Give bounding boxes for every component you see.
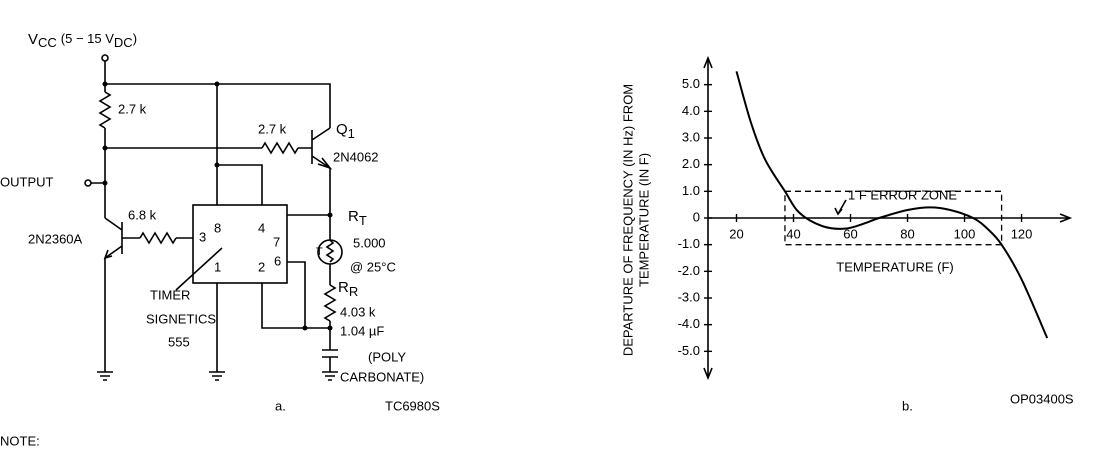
- x-tick-label: 60: [843, 226, 857, 241]
- rt-condition: @ 25°C: [350, 259, 396, 274]
- output-label: OUTPUT: [0, 174, 54, 189]
- y-tick-label: -5.0: [678, 343, 700, 358]
- x-tick-label: 80: [900, 226, 914, 241]
- y-axis-label: DEPARTURE OF FREQUENCY (IN Hz) FROM: [620, 84, 635, 356]
- resistor-label: 2.7 k: [258, 121, 287, 136]
- timer-label: SIGNETICS: [146, 311, 216, 326]
- y-tick-label: -2.0: [678, 263, 700, 278]
- grounds: [97, 371, 338, 381]
- y-tick-label: 5.0: [682, 76, 700, 91]
- junctions: [102, 81, 333, 331]
- figure-code: OP03400S: [1010, 391, 1074, 406]
- pin-label: 3: [199, 229, 206, 244]
- resistor: [139, 231, 177, 245]
- x-axis: [708, 213, 1073, 223]
- y-axis-label: TEMPERATURE (IN F): [636, 153, 651, 287]
- chart: 5.0 4.0 3.0 2.0 1.0 0 -1.0 -2.0 -3.0 -4.0 -5.0 20 40…: [620, 55, 1074, 413]
- timer-label: TIMER: [150, 287, 190, 302]
- pin-label: 8: [214, 220, 221, 235]
- rt-value: 5.000: [353, 235, 386, 250]
- transistor-label: Q1: [336, 121, 355, 141]
- transistor: [311, 127, 333, 170]
- resistor-label: 2.7 k: [118, 101, 147, 116]
- curve: [735, 71, 1049, 339]
- pin-label: 4: [258, 220, 265, 235]
- y-tick-label: -1.0: [678, 236, 700, 251]
- y-tick-label: 4.0: [682, 103, 700, 118]
- capacitor-type: CARBONATE): [340, 369, 424, 384]
- x-axis-label: TEMPERATURE (F): [836, 259, 953, 274]
- transistor-part: 2N2360A: [28, 231, 83, 246]
- pin-label: 6: [274, 253, 281, 268]
- y-tick-label: -4.0: [678, 316, 700, 331]
- figure-code: TC6980S: [385, 398, 440, 413]
- supply-label: VCC (5 − 15 VDC): [28, 31, 137, 50]
- caption: a.: [275, 398, 286, 413]
- resistor-label: 6.8 k: [128, 207, 157, 222]
- resistor: [261, 141, 299, 155]
- capacitor-type: (POLY: [368, 349, 406, 364]
- output-terminal: [84, 179, 92, 187]
- circuit: VCC (5 − 15 VDC) 2.7 k 2.7 k Q1 2N4062 OU…: [0, 31, 440, 448]
- pin-label: 1: [214, 259, 221, 274]
- transistor: [103, 217, 123, 260]
- capacitor: [322, 349, 338, 358]
- y-tick-label: 3.0: [682, 129, 700, 144]
- y-tick-label: 0: [693, 209, 700, 224]
- timer-pointer: [175, 247, 223, 291]
- thermistor-body: [325, 239, 335, 263]
- error-zone: [784, 190, 1003, 246]
- x-tick-label: 40: [786, 226, 800, 241]
- rr-value: 4.03 k: [340, 304, 376, 319]
- resistor: [98, 91, 112, 129]
- rr-label: RR: [338, 279, 358, 299]
- wires: [91, 61, 331, 372]
- supply-terminal: [101, 54, 109, 62]
- resistor: [323, 284, 337, 322]
- x-tick-label: 120: [1011, 226, 1033, 241]
- y-tick-label: 1.0: [682, 183, 700, 198]
- y-tick-label: -3.0: [678, 289, 700, 304]
- note: NOTE:: [0, 433, 40, 448]
- capacitor-value: 1.04 µF: [340, 323, 384, 338]
- x-tick-label: 100: [954, 226, 976, 241]
- annotation-arrow: [834, 199, 847, 216]
- transistor-part: 2N4062: [333, 149, 379, 164]
- annotation: 1 F ERROR ZONE: [848, 187, 957, 202]
- caption: b.: [902, 398, 913, 413]
- pin-label: 7: [273, 234, 280, 249]
- thermistor-symbol: T: [316, 246, 323, 258]
- timer-label: 555: [168, 334, 190, 349]
- rt-label: RT: [348, 208, 367, 228]
- y-tick-label: 2.0: [682, 156, 700, 171]
- x-tick-label: 20: [729, 226, 743, 241]
- timer-ic: [192, 204, 288, 284]
- pin-label: 2: [258, 259, 265, 274]
